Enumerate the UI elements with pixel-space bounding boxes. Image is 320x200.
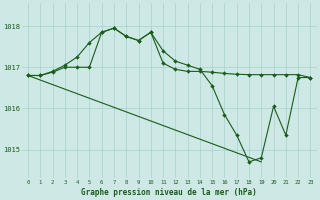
X-axis label: Graphe pression niveau de la mer (hPa): Graphe pression niveau de la mer (hPa) bbox=[81, 188, 257, 197]
